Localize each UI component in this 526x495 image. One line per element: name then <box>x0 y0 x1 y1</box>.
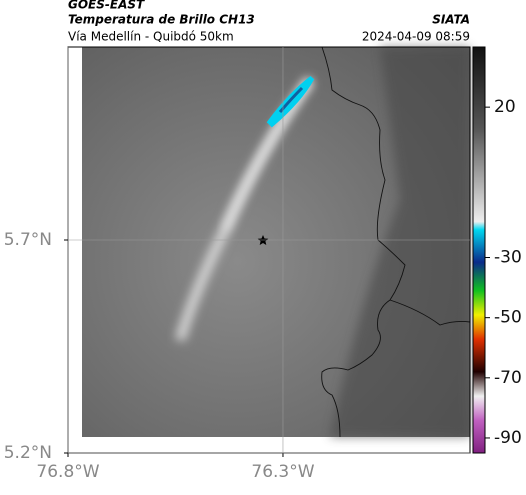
colorbar-tick-label: -30 <box>494 248 522 268</box>
x-tick-label: 76.8°W <box>36 462 99 482</box>
x-tick-label: 76.3°W <box>251 462 314 482</box>
colorbar-tick-label: -50 <box>494 308 522 328</box>
y-tick-label: 5.7°N <box>4 230 52 250</box>
colorbar-tick-label: -90 <box>494 428 522 448</box>
imagery <box>82 47 470 437</box>
colorbar <box>472 46 486 454</box>
timestamp: 2024-04-09 08:59 <box>362 30 470 44</box>
title: GOES-EAST <box>68 0 145 12</box>
colorbar-tick-label: 20 <box>494 97 516 117</box>
colorbar-tick-label: -70 <box>494 368 522 388</box>
subtitle: Temperatura de Brillo CH13 <box>68 13 255 27</box>
borders <box>321 46 471 438</box>
source: SIATA <box>432 13 470 27</box>
route: Vía Medellín - Quibdó 50km <box>68 30 234 44</box>
y-tick-label: 5.2°N <box>4 443 52 463</box>
